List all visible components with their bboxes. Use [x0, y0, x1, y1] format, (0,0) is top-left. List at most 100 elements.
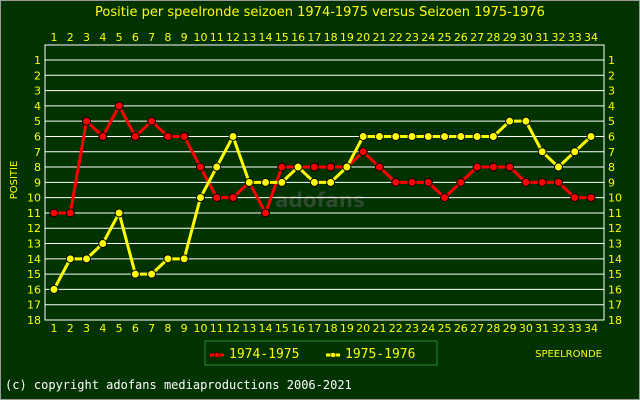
x-tick-label: 27 — [470, 322, 484, 335]
watermark-text: adofans — [275, 188, 365, 212]
x-tick-label-top: 27 — [470, 31, 484, 44]
data-point — [228, 131, 238, 141]
x-tick-label: 6 — [132, 322, 139, 335]
data-point — [130, 269, 140, 279]
x-tick-label-top: 29 — [503, 31, 517, 44]
x-tick-label-top: 4 — [99, 31, 106, 44]
y-tick-label: 5 — [34, 115, 41, 128]
x-axis-label: SPEELRONDE — [535, 349, 602, 360]
data-point — [553, 162, 563, 172]
x-tick-label-top: 30 — [519, 31, 533, 44]
x-tick-label: 30 — [519, 322, 533, 335]
data-point — [179, 131, 189, 141]
data-point — [212, 162, 222, 172]
x-tick-label: 9 — [181, 322, 188, 335]
data-point — [342, 162, 352, 172]
x-ticks-top: 1 2 3 4 5 6 7 8 9 10 11 12 13 14 15 16 17 18 19 20 21 22 23 24 2… — [51, 31, 599, 44]
x-tick-label: 14 — [259, 322, 273, 335]
x-tick-label: 3 — [83, 322, 90, 335]
y-tick-label-right: 1 — [608, 54, 615, 67]
y-tick-label: 1 — [34, 54, 41, 67]
data-point — [374, 131, 384, 141]
y-tick-label-right: 16 — [608, 283, 622, 296]
x-tick-label-top: 7 — [148, 31, 155, 44]
data-point — [114, 208, 124, 218]
x-tick-label: 2 — [67, 322, 74, 335]
data-point — [358, 147, 368, 157]
data-point — [49, 284, 59, 294]
y-tick-label-right: 9 — [608, 176, 615, 189]
y-tick-label-right: 18 — [608, 314, 622, 327]
data-point — [147, 269, 157, 279]
y-tick-label: 8 — [34, 161, 41, 174]
x-tick-label-top: 17 — [307, 31, 321, 44]
x-tick-label: 24 — [421, 322, 435, 335]
y-tick-label-right: 6 — [608, 130, 615, 143]
y-tick-label-right: 15 — [608, 268, 622, 281]
watermark: adofans — [275, 188, 365, 212]
x-tick-label-top: 14 — [259, 31, 273, 44]
x-tick-label-top: 23 — [405, 31, 419, 44]
series-1975-1976 — [49, 116, 596, 294]
legend-box — [204, 340, 438, 366]
data-point — [163, 254, 173, 264]
data-point — [163, 131, 173, 141]
x-tick-label: 23 — [405, 322, 419, 335]
y-tick-label-right: 10 — [608, 192, 622, 205]
x-tick-label-top: 18 — [324, 31, 338, 44]
data-point — [293, 162, 303, 172]
y-tick-label: 9 — [34, 176, 41, 189]
data-point — [326, 177, 336, 187]
x-tick-label: 20 — [356, 322, 370, 335]
data-point — [228, 193, 238, 203]
y-tick-label-right: 3 — [608, 85, 615, 98]
legend-label: 1974-1975 — [229, 347, 299, 362]
data-point — [195, 162, 205, 172]
x-tick-label-top: 28 — [486, 31, 500, 44]
x-tick-label-top: 15 — [275, 31, 289, 44]
x-tick-label: 32 — [551, 322, 565, 335]
x-tick-label: 11 — [210, 322, 224, 335]
y-tick-label-right: 4 — [608, 100, 615, 113]
x-tick-label-top: 9 — [181, 31, 188, 44]
data-point — [277, 177, 287, 187]
x-tick-label-top: 5 — [116, 31, 123, 44]
x-tick-label: 5 — [116, 322, 123, 335]
legend-entry: 1974-1975 — [210, 347, 299, 362]
data-point — [570, 147, 580, 157]
x-tick-label-top: 32 — [551, 31, 565, 44]
x-tick-label-top: 26 — [454, 31, 468, 44]
data-point — [488, 162, 498, 172]
data-point — [391, 177, 401, 187]
x-tick-label-top: 10 — [193, 31, 207, 44]
x-tick-label: 4 — [99, 322, 106, 335]
y-tick-label: 10 — [27, 192, 41, 205]
x-tick-label-top: 33 — [568, 31, 582, 44]
data-point — [423, 131, 433, 141]
x-tick-label-top: 6 — [132, 31, 139, 44]
data-point — [472, 162, 482, 172]
data-point — [195, 193, 205, 203]
x-tick-label: 13 — [242, 322, 256, 335]
x-tick-label-top: 31 — [535, 31, 549, 44]
x-tick-label: 29 — [503, 322, 517, 335]
legend: 1974-1975 1975-1976 — [204, 340, 438, 366]
x-tick-label-top: 19 — [340, 31, 354, 44]
x-tick-label: 31 — [535, 322, 549, 335]
data-point — [391, 131, 401, 141]
y-tick-label: 3 — [34, 85, 41, 98]
x-tick-label-top: 24 — [421, 31, 435, 44]
x-tick-label: 1 — [51, 322, 58, 335]
data-point — [472, 131, 482, 141]
chart-title: Positie per speelronde seizoen 1974-1975… — [95, 5, 545, 20]
x-tick-label-top: 1 — [51, 31, 58, 44]
y-tick-label: 2 — [34, 69, 41, 82]
y-tick-label-right: 12 — [608, 222, 622, 235]
legend-marker — [214, 352, 220, 358]
series-line — [54, 104, 591, 215]
data-point — [49, 208, 59, 218]
x-tick-label: 18 — [324, 322, 338, 335]
x-tick-label-top: 3 — [83, 31, 90, 44]
x-tick-label-top: 20 — [356, 31, 370, 44]
